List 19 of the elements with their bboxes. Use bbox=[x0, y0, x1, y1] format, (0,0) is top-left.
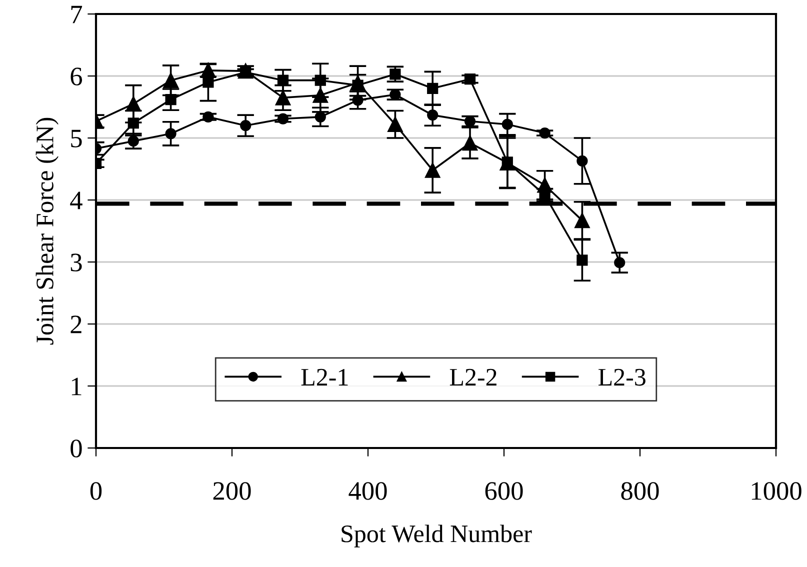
y-axis-title: Joint Shear Force (kN) bbox=[36, 118, 58, 345]
x-tick-label: 1000 bbox=[752, 482, 802, 500]
y-tick-label: 1 bbox=[72, 378, 82, 396]
x-tick-label: 200 bbox=[213, 482, 251, 500]
y-tick-label: 4 bbox=[70, 192, 82, 210]
x-tick-label: 800 bbox=[621, 482, 659, 500]
y-tick-label: 0 bbox=[70, 440, 82, 458]
y-tick-label: 3 bbox=[70, 254, 82, 272]
x-tick-label: 400 bbox=[348, 482, 387, 500]
x-axis-title: Spot Weld Number bbox=[342, 524, 532, 548]
y-tick-label: 2 bbox=[70, 316, 82, 334]
x-tick-label: 0 bbox=[90, 482, 102, 500]
legend-label: L2-1 bbox=[301, 368, 348, 386]
y-tick-label: 5 bbox=[71, 130, 82, 148]
legend-label: L2-2 bbox=[450, 368, 496, 386]
legend-label: L2-3 bbox=[598, 368, 646, 386]
y-tick-label: 7 bbox=[71, 6, 82, 24]
y-tick-label: 6 bbox=[70, 68, 82, 86]
x-tick-label: 600 bbox=[485, 482, 523, 500]
